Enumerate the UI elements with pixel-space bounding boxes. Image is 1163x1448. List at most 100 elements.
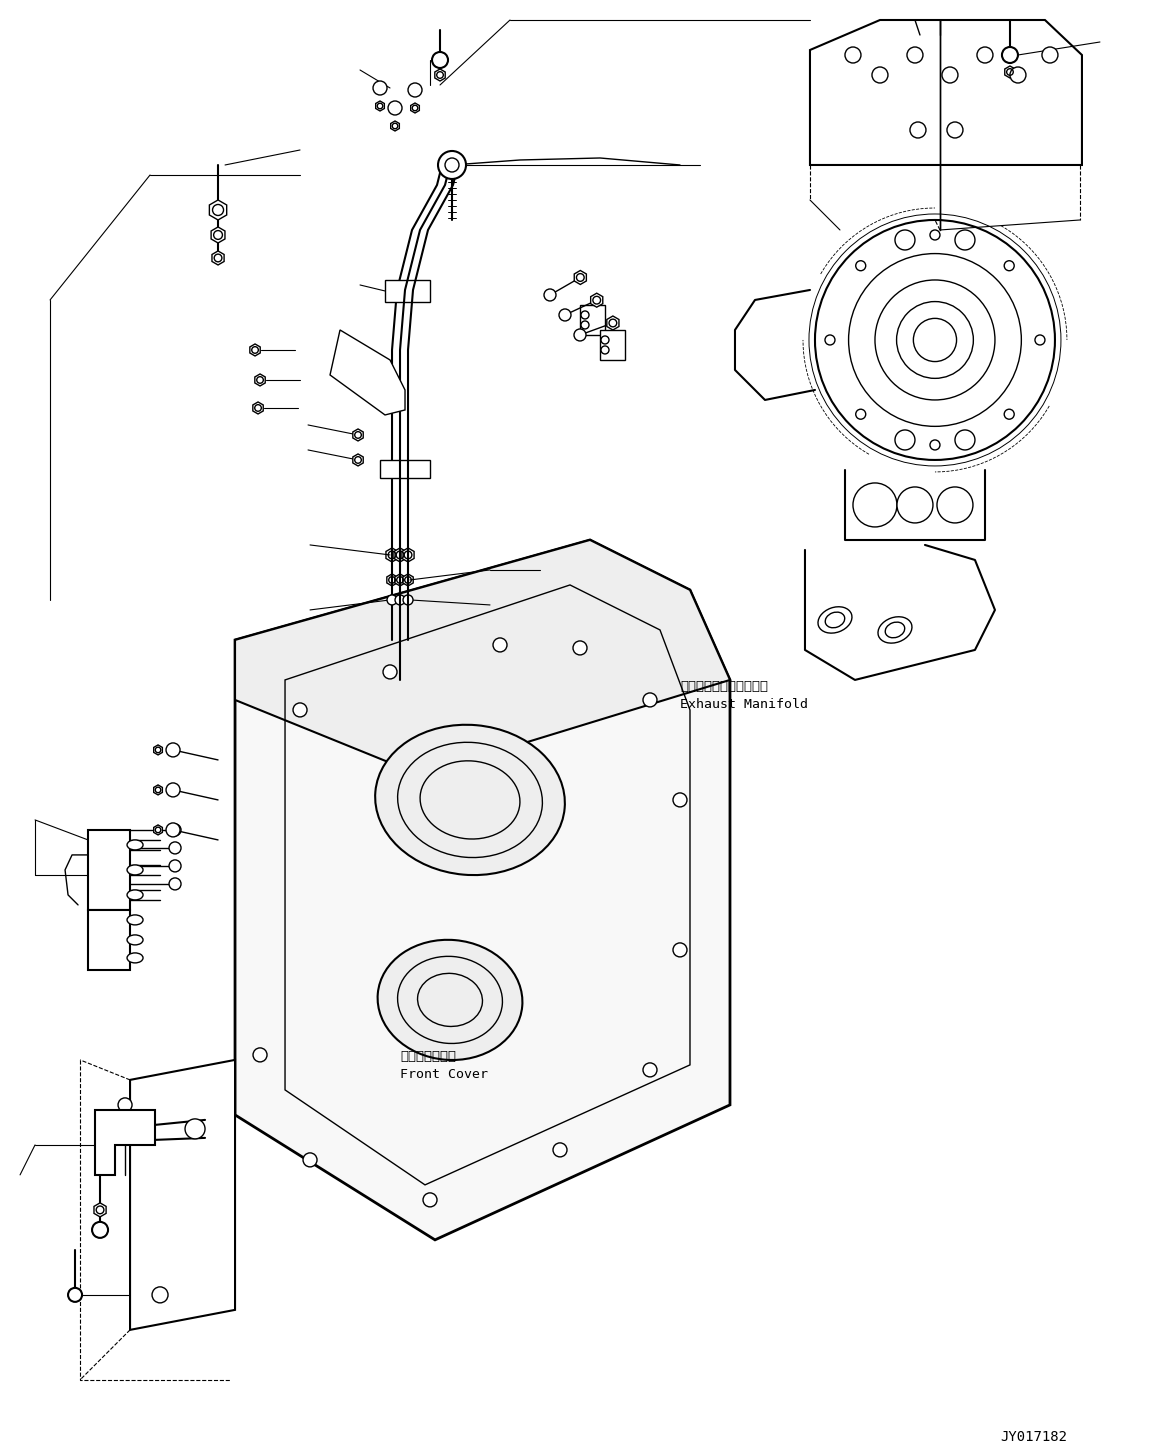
Circle shape (169, 877, 181, 891)
Polygon shape (386, 547, 398, 562)
Polygon shape (387, 573, 398, 586)
Circle shape (643, 694, 657, 707)
Polygon shape (209, 200, 227, 220)
Polygon shape (435, 70, 445, 81)
Circle shape (846, 46, 861, 64)
Ellipse shape (376, 725, 565, 875)
Circle shape (955, 430, 975, 450)
Bar (380, 460, 430, 478)
Polygon shape (330, 330, 405, 416)
Circle shape (408, 83, 422, 97)
Polygon shape (1005, 67, 1015, 78)
Circle shape (582, 311, 588, 319)
Circle shape (897, 487, 933, 523)
Circle shape (166, 822, 180, 837)
Circle shape (254, 1048, 267, 1061)
Circle shape (423, 1193, 437, 1206)
Circle shape (852, 484, 897, 527)
Polygon shape (591, 292, 602, 307)
Circle shape (493, 639, 507, 652)
Circle shape (185, 1119, 205, 1140)
Circle shape (69, 1287, 83, 1302)
Circle shape (601, 346, 609, 353)
Circle shape (896, 430, 915, 450)
Polygon shape (580, 306, 605, 334)
Text: JY017182: JY017182 (1000, 1429, 1066, 1444)
Circle shape (304, 1153, 317, 1167)
Circle shape (387, 595, 397, 605)
Polygon shape (402, 573, 413, 586)
Circle shape (438, 151, 466, 180)
Circle shape (169, 841, 181, 854)
Circle shape (395, 595, 405, 605)
Circle shape (445, 158, 459, 172)
Polygon shape (154, 825, 163, 835)
Bar (88, 830, 130, 909)
Circle shape (1003, 46, 1018, 64)
Polygon shape (130, 1060, 235, 1329)
Circle shape (856, 261, 865, 271)
Circle shape (92, 1222, 108, 1238)
Polygon shape (391, 122, 399, 130)
Polygon shape (394, 573, 405, 586)
Polygon shape (250, 345, 261, 356)
Circle shape (955, 230, 975, 251)
Ellipse shape (127, 953, 143, 963)
Circle shape (404, 595, 413, 605)
Polygon shape (95, 1111, 155, 1174)
Ellipse shape (127, 840, 143, 850)
Circle shape (947, 122, 963, 138)
Circle shape (601, 336, 609, 345)
Circle shape (383, 665, 397, 679)
Polygon shape (402, 547, 414, 562)
Circle shape (896, 230, 915, 251)
Polygon shape (352, 429, 363, 442)
Circle shape (856, 410, 865, 420)
Polygon shape (575, 271, 586, 284)
Text: フロントカバー: フロントカバー (400, 1050, 456, 1063)
Polygon shape (809, 20, 1082, 165)
Circle shape (942, 67, 958, 83)
Ellipse shape (378, 940, 522, 1060)
Circle shape (169, 824, 181, 835)
Ellipse shape (127, 864, 143, 875)
Circle shape (119, 1098, 133, 1112)
Polygon shape (394, 547, 406, 562)
Circle shape (643, 1063, 657, 1077)
Polygon shape (154, 744, 163, 754)
Polygon shape (235, 540, 730, 775)
Circle shape (1004, 410, 1014, 420)
Circle shape (575, 329, 586, 340)
Polygon shape (600, 330, 625, 361)
Polygon shape (411, 103, 420, 113)
Bar (385, 279, 430, 303)
Circle shape (909, 122, 926, 138)
Circle shape (1004, 261, 1014, 271)
Polygon shape (607, 316, 619, 330)
Polygon shape (212, 227, 224, 243)
Circle shape (431, 52, 448, 68)
Circle shape (673, 943, 687, 957)
Polygon shape (94, 1203, 106, 1216)
Polygon shape (376, 101, 384, 111)
Circle shape (559, 308, 571, 321)
Ellipse shape (127, 891, 143, 899)
Circle shape (930, 230, 940, 240)
Circle shape (582, 321, 588, 329)
Circle shape (673, 794, 687, 807)
Circle shape (169, 860, 181, 872)
Polygon shape (252, 403, 263, 414)
Circle shape (913, 319, 956, 362)
Text: Front Cover: Front Cover (400, 1067, 488, 1080)
Text: Exhaust Manifold: Exhaust Manifold (680, 698, 808, 711)
Circle shape (815, 220, 1055, 460)
Circle shape (930, 440, 940, 450)
Circle shape (293, 702, 307, 717)
Circle shape (573, 641, 587, 654)
Polygon shape (352, 455, 363, 466)
Ellipse shape (127, 915, 143, 925)
Ellipse shape (818, 607, 852, 633)
Text: エキゾーストマニホルド: エキゾーストマニホルド (680, 681, 768, 694)
Circle shape (1035, 334, 1044, 345)
Circle shape (388, 101, 402, 114)
